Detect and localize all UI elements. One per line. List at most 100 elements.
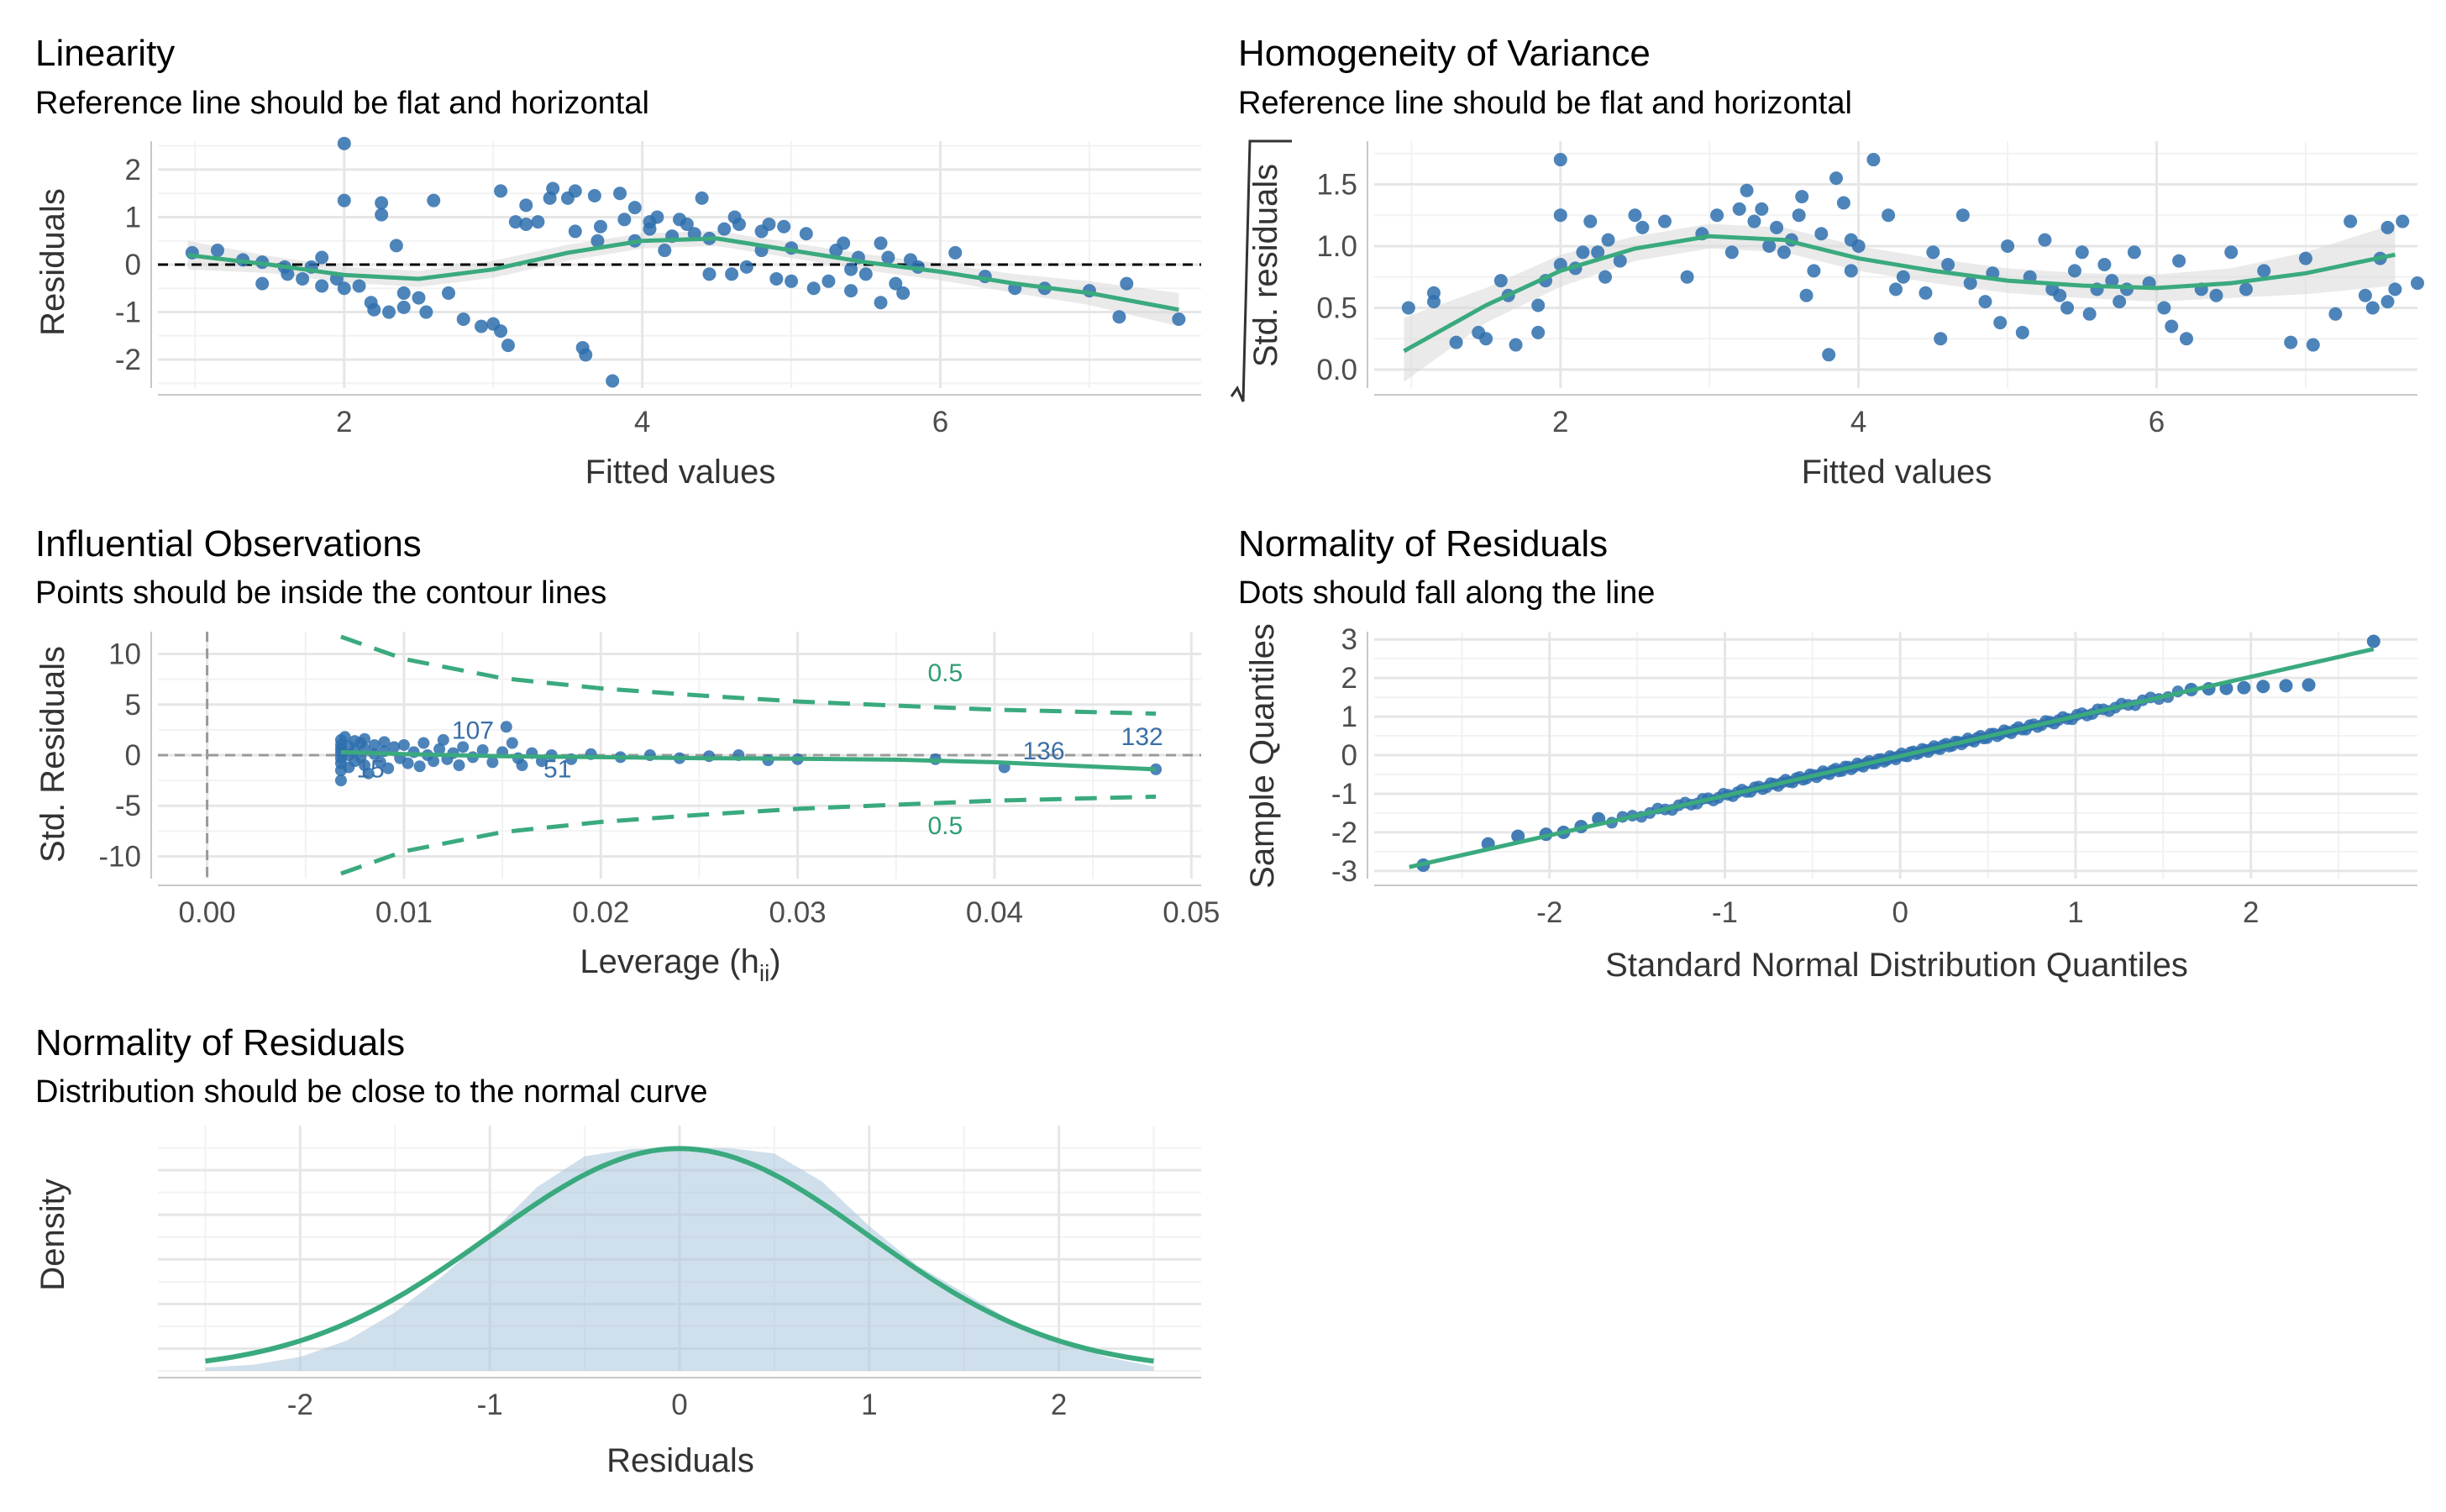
data-point bbox=[837, 236, 851, 250]
data-point bbox=[1479, 332, 1493, 346]
x-tick-label: 0.03 bbox=[769, 896, 827, 929]
x-tick-label: 0 bbox=[671, 1389, 687, 1421]
y-tick-label: -10 bbox=[98, 840, 141, 873]
qq-plot: -2 -1 0 1 2 -3 -2 -1 0 1 2 3 bbox=[1331, 623, 2417, 929]
data-point bbox=[494, 184, 508, 198]
data-point bbox=[627, 201, 642, 215]
panel-linearity: Linearity Reference line should be flat … bbox=[34, 33, 1201, 491]
data-point bbox=[1799, 288, 1814, 302]
data-point bbox=[587, 189, 601, 203]
data-point bbox=[296, 271, 310, 286]
data-point bbox=[881, 250, 895, 265]
data-point bbox=[1795, 190, 1809, 204]
data-point bbox=[1822, 348, 1836, 362]
data-point bbox=[896, 286, 911, 300]
data-point bbox=[359, 732, 371, 745]
data-point bbox=[1762, 239, 1777, 253]
y-tick-label: -2 bbox=[115, 344, 141, 376]
data-point bbox=[568, 224, 582, 239]
data-point bbox=[494, 324, 508, 339]
point-label: 51 bbox=[543, 756, 571, 784]
x-tick-label: 4 bbox=[1850, 406, 1866, 438]
smooth-fit-line bbox=[187, 236, 1179, 312]
data-point bbox=[1449, 335, 1463, 349]
normal-curve bbox=[205, 1146, 1154, 1364]
data-point bbox=[2380, 295, 2395, 309]
homogeneity-title: Homogeneity of Variance bbox=[1238, 33, 1651, 74]
linearity-subtitle: Reference line should be flat and horizo… bbox=[35, 86, 649, 121]
x-tick-label: 0.01 bbox=[375, 896, 433, 929]
data-point bbox=[1150, 763, 1163, 775]
data-point bbox=[732, 217, 746, 231]
qq-point bbox=[2302, 678, 2316, 692]
data-point bbox=[396, 286, 411, 300]
y-tick-label: 2 bbox=[1341, 662, 1357, 695]
data-point bbox=[531, 215, 545, 229]
data-point bbox=[2067, 264, 2081, 278]
data-point bbox=[2411, 276, 2424, 291]
data-point bbox=[889, 276, 903, 291]
panel-qq: Normality of Residuals Dots should fall … bbox=[1238, 523, 2417, 984]
qq-point bbox=[2279, 679, 2293, 693]
data-point bbox=[362, 767, 375, 780]
data-point bbox=[388, 741, 401, 753]
homogeneity-subtitle: Reference line should be flat and horizo… bbox=[1238, 86, 1852, 121]
data-point bbox=[1941, 258, 1955, 271]
contour-label-upper: 0.5 bbox=[927, 659, 963, 687]
data-point bbox=[658, 244, 672, 258]
data-point bbox=[315, 279, 329, 293]
x-tick-label: 0.02 bbox=[572, 896, 629, 929]
density-title: Normality of Residuals bbox=[35, 1022, 405, 1063]
data-point bbox=[1747, 214, 1761, 228]
data-point bbox=[501, 339, 515, 353]
data-point bbox=[486, 756, 499, 769]
panel-density: Normality of Residuals Distribution shou… bbox=[34, 1022, 1201, 1479]
x-tick-label: 0.04 bbox=[966, 896, 1023, 929]
data-point bbox=[1601, 233, 1615, 247]
data-point bbox=[2306, 338, 2320, 352]
data-point bbox=[1710, 208, 1724, 223]
data-point bbox=[579, 348, 593, 362]
linearity-title: Linearity bbox=[35, 33, 175, 74]
data-point bbox=[844, 262, 858, 276]
data-point bbox=[2075, 245, 2089, 260]
data-point bbox=[568, 184, 582, 198]
qq-point bbox=[2366, 634, 2380, 648]
data-point bbox=[546, 181, 560, 196]
influential-xlabel: Leverage (hii) bbox=[580, 943, 780, 986]
data-point bbox=[806, 281, 821, 296]
y-tick-label: 0.5 bbox=[1316, 291, 1357, 324]
homogeneity-xlabel: Fitted values bbox=[1802, 454, 1992, 491]
y-tick-label: 2 bbox=[125, 154, 141, 186]
data-point bbox=[1896, 270, 1910, 284]
data-point bbox=[433, 743, 446, 755]
data-point bbox=[1807, 264, 1821, 278]
density-subtitle: Distribution should be close to the norm… bbox=[35, 1074, 708, 1110]
data-point bbox=[2365, 301, 2380, 315]
y-tick-label: -1 bbox=[115, 297, 141, 329]
data-point bbox=[1814, 227, 1829, 241]
x-tick-label: 0.05 bbox=[1163, 896, 1220, 929]
data-point bbox=[476, 743, 489, 756]
data-point bbox=[1172, 312, 1186, 327]
data-point bbox=[1955, 208, 1970, 223]
data-point bbox=[650, 210, 664, 224]
x-tick-label: -2 bbox=[287, 1389, 313, 1421]
data-point bbox=[2209, 288, 2223, 302]
data-point bbox=[717, 222, 732, 236]
data-point bbox=[606, 374, 620, 388]
data-point bbox=[1770, 220, 1784, 234]
y-tick-label: -1 bbox=[1331, 778, 1357, 811]
data-point bbox=[2105, 274, 2119, 288]
qq-ylabel: Sample Quantiles bbox=[1244, 623, 1281, 889]
x-tick-label: 2 bbox=[336, 406, 352, 438]
data-point bbox=[352, 279, 366, 293]
data-point bbox=[382, 305, 396, 319]
data-point bbox=[417, 737, 430, 749]
data-point bbox=[1635, 220, 1650, 234]
data-point bbox=[368, 738, 381, 751]
data-point bbox=[821, 274, 836, 288]
qq-point bbox=[2237, 680, 2251, 695]
data-point bbox=[375, 207, 389, 222]
